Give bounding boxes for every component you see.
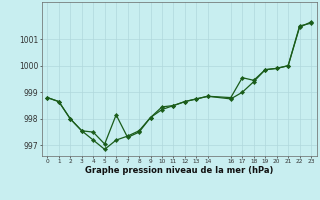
X-axis label: Graphe pression niveau de la mer (hPa): Graphe pression niveau de la mer (hPa) xyxy=(85,166,273,175)
